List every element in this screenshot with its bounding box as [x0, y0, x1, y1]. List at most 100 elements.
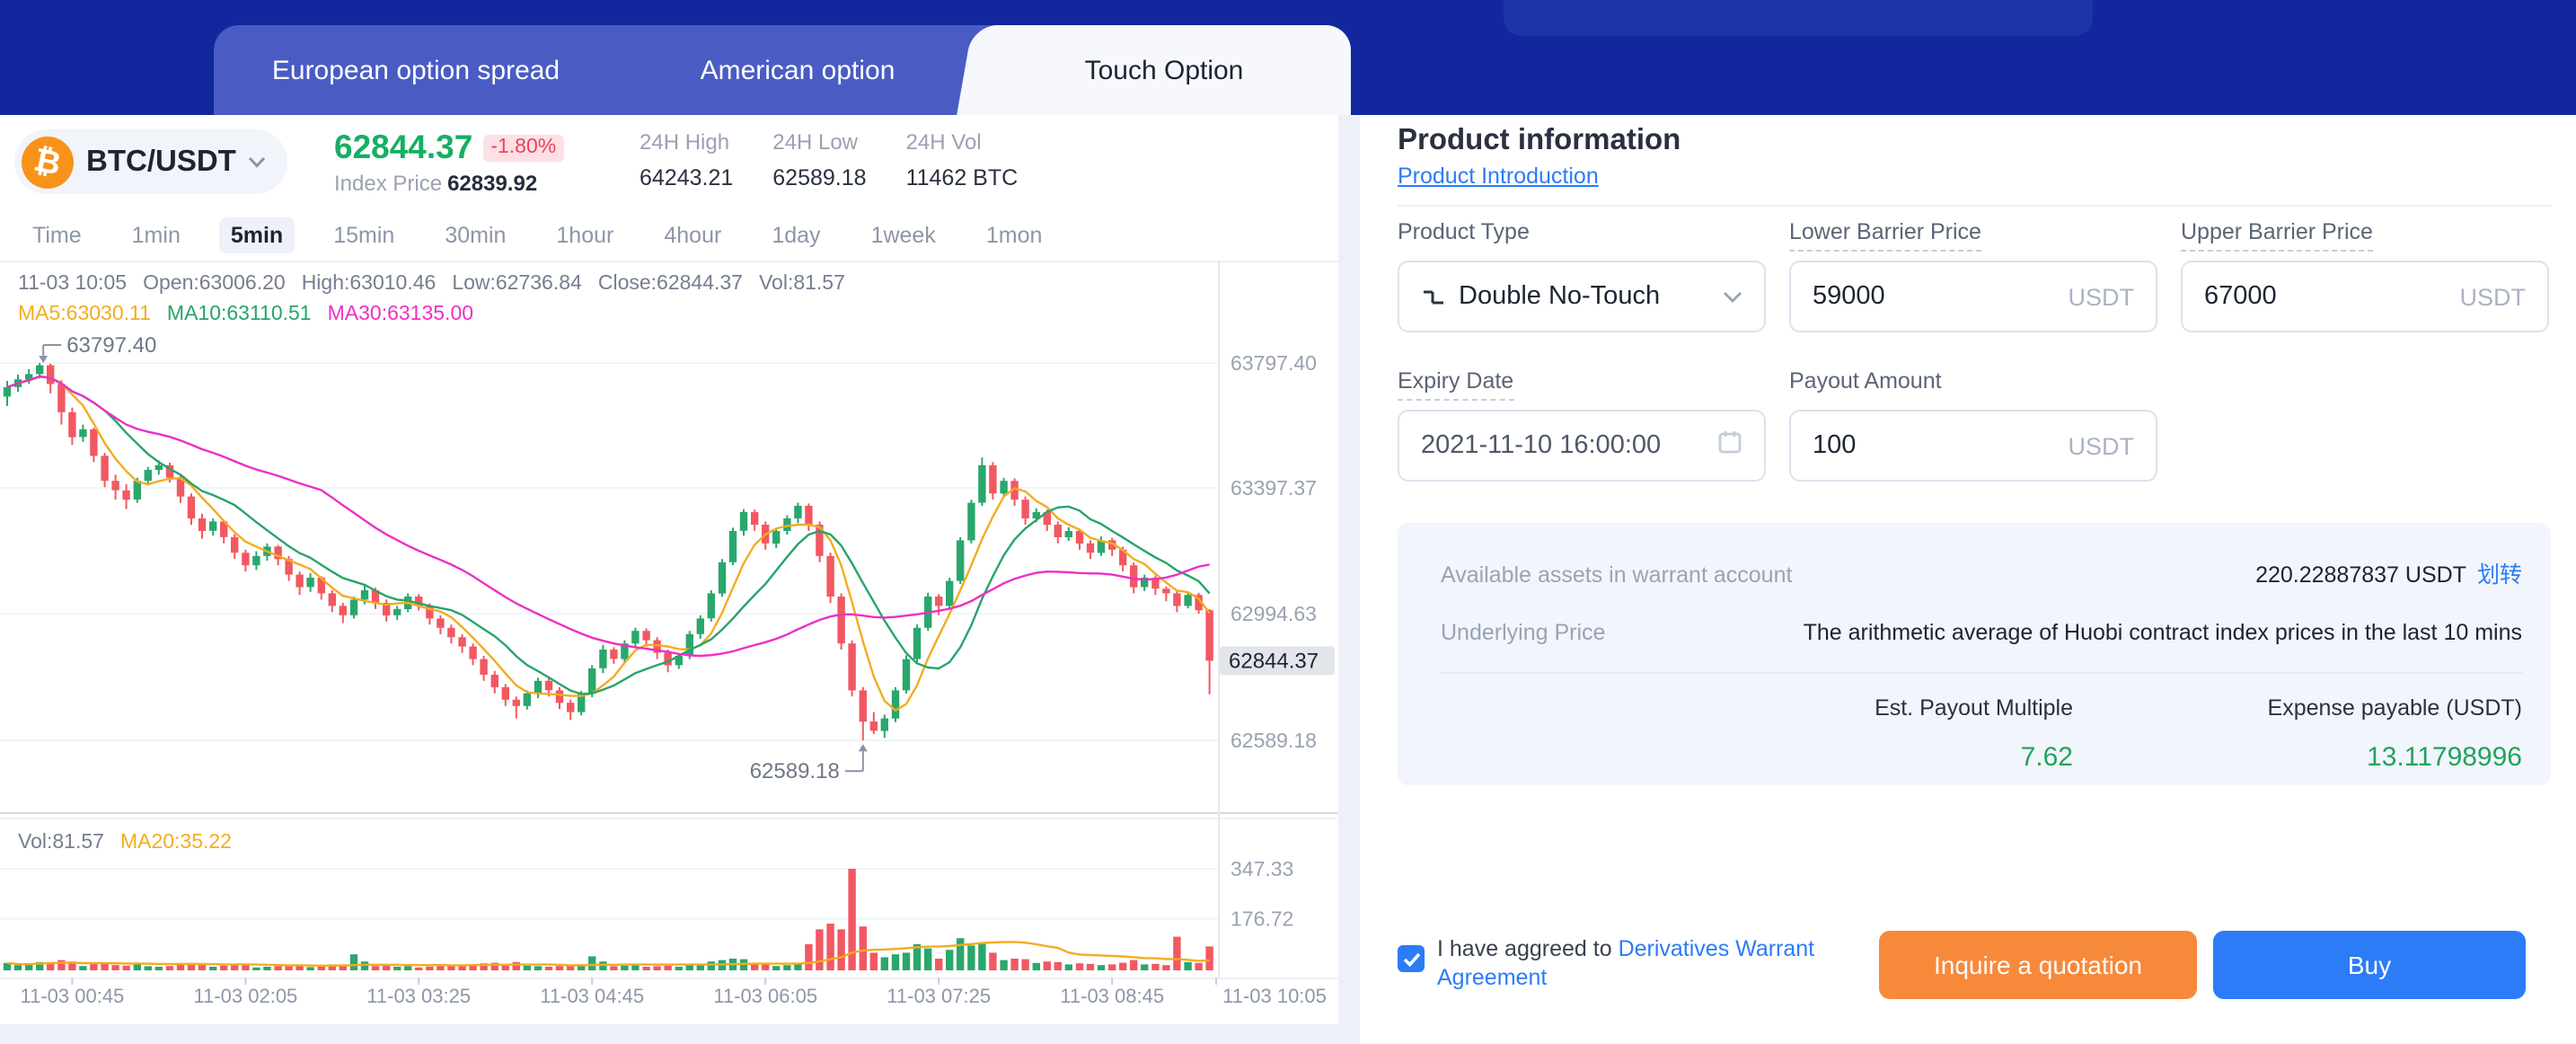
index-price: Index Price 62839.92: [334, 171, 563, 196]
stat-24h-high: 24H High 64243.21: [640, 129, 734, 190]
lower-barrier-value: 59000: [1813, 282, 1885, 311]
interval-time[interactable]: Time: [32, 222, 82, 247]
svg-text:11-03 07:25: 11-03 07:25: [887, 985, 991, 1007]
svg-text:176.72: 176.72: [1231, 907, 1293, 930]
divider: [1398, 205, 2551, 207]
expiry-date-value: 2021-11-10 16:00:00: [1421, 431, 1662, 460]
underlying-price-value: The arithmetic average of Huobi contract…: [1803, 620, 2522, 645]
product-info-title: Product information: [1398, 124, 1681, 156]
buy-button[interactable]: Buy: [2213, 931, 2526, 999]
x-axis-ticks: 11-03 00:45 11-03 02:05 11-03 03:25 11-03 0…: [20, 978, 1327, 1007]
svg-text:63797.40: 63797.40: [66, 333, 156, 358]
payout-amount-label: Payout Amount: [1789, 368, 1942, 394]
product-type-value: Double No-Touch: [1459, 282, 1661, 311]
calendar-icon: [1717, 429, 1742, 463]
upper-barrier-label: Upper Barrier Price: [2181, 219, 2373, 252]
payout-multiple-value: 7.62: [2020, 742, 2073, 773]
ma10-line: [6, 375, 1211, 695]
available-assets-row: Available assets in warrant account 220.…: [1441, 555, 2522, 589]
candlestick-chart[interactable]: 63797.40 63397.37 62994.63 62589.18 347.33 17…: [0, 262, 1338, 1024]
candles: [3, 363, 1213, 741]
expiry-date-label: Expiry Date: [1398, 368, 1514, 401]
last-price: 62844.37: [334, 128, 473, 165]
svg-text:63797.40: 63797.40: [1231, 351, 1317, 375]
lower-barrier-input[interactable]: 59000 USDT: [1789, 261, 2157, 332]
svg-text:347.33: 347.33: [1231, 857, 1293, 880]
gridlines: [0, 362, 1218, 920]
interval-1day[interactable]: 1day: [772, 222, 821, 247]
svg-text:62589.18: 62589.18: [1231, 729, 1317, 752]
payout-amount-value: 100: [1813, 431, 1857, 460]
underlying-price-label: Underlying Price: [1441, 620, 1606, 645]
stat-24h-vol: 24H Vol 11462 BTC: [905, 129, 1019, 190]
underlying-price-row: Underlying Price The arithmetic average …: [1441, 620, 2522, 645]
svg-text:11-03 00:45: 11-03 00:45: [20, 985, 124, 1007]
index-price-label: Index Price: [334, 171, 443, 196]
svg-text:11-03 10:05: 11-03 10:05: [1222, 985, 1327, 1007]
product-type-label: Product Type: [1398, 219, 1530, 244]
product-introduction-link[interactable]: Product Introduction: [1398, 164, 1599, 189]
expense-payable-label: Expense payable (USDT): [2267, 695, 2522, 721]
svg-text:11-03 03:25: 11-03 03:25: [366, 985, 471, 1007]
interval-1mon[interactable]: 1mon: [985, 222, 1043, 247]
agreement-link[interactable]: Derivatives Warrant Agreement: [1437, 936, 1815, 990]
market-header: ₿ BTC/USDT 62844.37 -1.80% Index Price 62…: [0, 115, 1338, 210]
interval-1week[interactable]: 1week: [870, 222, 936, 247]
pair-selector[interactable]: ₿ BTC/USDT: [14, 129, 288, 194]
agreement-text: I have aggreed to Derivatives Warrant Ag…: [1437, 934, 1890, 992]
svg-text:62994.63: 62994.63: [1231, 602, 1317, 625]
double-no-touch-icon: [1421, 285, 1446, 308]
svg-text:11-03 02:05: 11-03 02:05: [193, 985, 297, 1007]
product-type-select[interactable]: Double No-Touch: [1398, 261, 1766, 332]
option-tabs: European option spread American option Tou…: [214, 25, 1351, 115]
expense-payable-value: 13.11798996: [2367, 742, 2522, 773]
divider: [1441, 672, 2522, 674]
tab-american-option[interactable]: American option: [700, 55, 895, 85]
content: ₿ BTC/USDT 62844.37 -1.80% Index Price 62…: [0, 115, 2576, 1044]
high-annotation: 63797.40: [39, 333, 156, 363]
agreement-checkbox[interactable]: [1398, 945, 1425, 972]
summary-box: Available assets in warrant account 220.…: [1398, 523, 2551, 785]
payout-amount-input[interactable]: 100 USDT: [1789, 410, 2157, 482]
upper-barrier-input[interactable]: 67000 USDT: [2181, 261, 2549, 332]
btc-icon: ₿: [22, 136, 74, 188]
ma5-line: [6, 375, 1211, 712]
topbar-widget: [1504, 0, 2093, 36]
pair-label: BTC/USDT: [86, 145, 236, 177]
svg-text:11-03 08:45: 11-03 08:45: [1060, 985, 1164, 1007]
ma30-line: [6, 375, 1210, 658]
current-price-tag: 62844.37: [1220, 646, 1335, 676]
agreement-prefix: I have aggreed to: [1437, 936, 1619, 961]
expiry-date-input[interactable]: 2021-11-10 16:00:00: [1398, 410, 1766, 482]
svg-text:11-03 04:45: 11-03 04:45: [540, 985, 644, 1007]
svg-text:11-03 06:05: 11-03 06:05: [713, 985, 817, 1007]
upper-barrier-value: 67000: [2204, 282, 2277, 311]
chevron-down-icon: [249, 155, 266, 167]
stat-24h-low: 24H Low 62589.18: [772, 129, 867, 190]
svg-text:63397.37: 63397.37: [1231, 476, 1317, 500]
interval-15min[interactable]: 15min: [333, 222, 395, 247]
interval-1min[interactable]: 1min: [131, 222, 181, 247]
interval-5min[interactable]: 5min: [219, 217, 295, 252]
payout-multiple-label: Est. Payout Multiple: [1875, 695, 2073, 721]
upper-barrier-unit: USDT: [2459, 283, 2527, 310]
tab-european-option-spread[interactable]: European option spread: [271, 55, 560, 85]
interval-30min[interactable]: 30min: [445, 222, 507, 247]
svg-text:62844.37: 62844.37: [1229, 649, 1319, 673]
lower-barrier-unit: USDT: [2068, 283, 2135, 310]
product-panel: Product information Product Introduction…: [1360, 115, 2576, 1044]
available-assets-value: 220.22887837 USDT: [2255, 562, 2466, 588]
top-navigation-bar: European option spread American option Tou…: [0, 0, 2576, 115]
lower-barrier-label: Lower Barrier Price: [1789, 219, 1981, 252]
market-stats: 24H High 64243.21 24H Low 62589.18 24H Vol 11…: [640, 129, 1018, 190]
interval-4hour[interactable]: 4hour: [664, 222, 722, 247]
inquire-quotation-button[interactable]: Inquire a quotation: [1879, 931, 2197, 999]
low-annotation: 62589.18: [750, 744, 868, 783]
interval-1hour[interactable]: 1hour: [556, 222, 614, 247]
svg-text:62589.18: 62589.18: [750, 759, 840, 783]
tab-touch-option[interactable]: Touch Option: [977, 25, 1351, 115]
price-block: 62844.37 -1.80% Index Price 62839.92: [334, 128, 564, 196]
transfer-link[interactable]: 划转: [2476, 562, 2522, 588]
payout-amount-unit: USDT: [2068, 432, 2135, 459]
